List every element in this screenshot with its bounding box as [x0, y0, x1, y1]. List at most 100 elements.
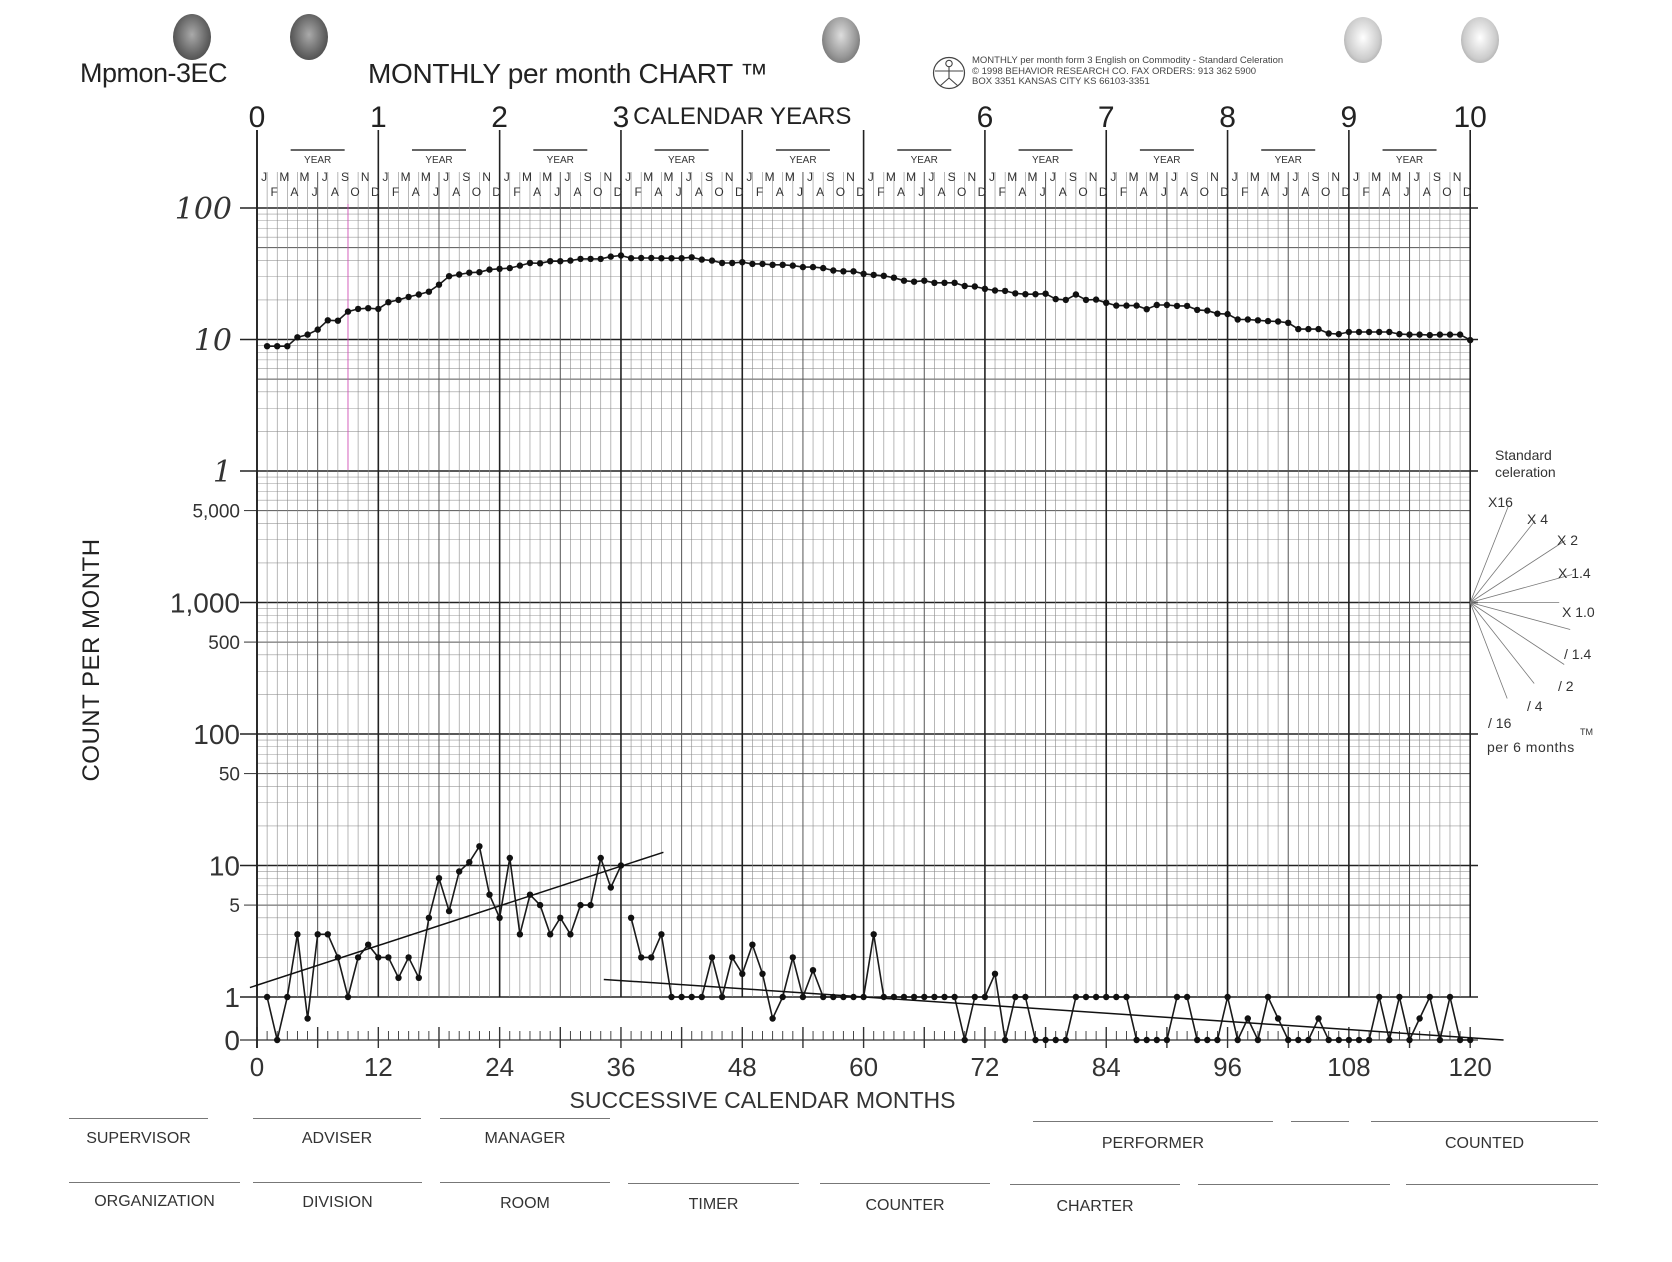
data-point [1103, 993, 1110, 1001]
footer-field-line[interactable] [1033, 1121, 1273, 1122]
month-letter: M [1027, 170, 1037, 184]
data-point [931, 993, 938, 1001]
data-point [708, 257, 716, 264]
month-letter: A [776, 185, 784, 199]
data-point [1436, 331, 1444, 338]
data-point [587, 255, 594, 263]
data-point [749, 941, 756, 948]
x-tick-label: 48 [728, 1052, 757, 1082]
celeration-title: celeration [1495, 464, 1556, 480]
data-point [991, 287, 999, 294]
data-point [830, 267, 837, 274]
data-point [951, 993, 958, 1001]
month-letter: N [1453, 170, 1462, 184]
data-point [1325, 1036, 1332, 1044]
footer-field-line[interactable] [628, 1183, 799, 1184]
month-letter: J [1404, 185, 1410, 199]
data-point [365, 941, 372, 948]
data-point [820, 264, 827, 272]
month-letter: M [542, 170, 552, 184]
footer-field-line[interactable] [253, 1118, 421, 1119]
data-point [627, 914, 635, 921]
footer-field-line[interactable] [69, 1182, 240, 1183]
month-letter: M [1007, 170, 1017, 184]
footer-field-line[interactable] [1198, 1184, 1390, 1185]
year-header-label: YEAR [1153, 155, 1180, 166]
y-tick-label: 0 [224, 1025, 240, 1056]
data-point [900, 993, 908, 1001]
celeration-fan-line [1469, 602, 1535, 684]
data-point [921, 277, 928, 284]
month-letter: S [826, 170, 834, 184]
footer-field-line[interactable] [69, 1118, 208, 1119]
month-letter: S [584, 170, 592, 184]
data-point [931, 279, 938, 286]
publisher-logo-block: MONTHLY per month form 3 English on Comm… [932, 55, 1283, 90]
data-point [1305, 1036, 1312, 1044]
data-point [334, 317, 342, 324]
data-point [1062, 1036, 1070, 1044]
footer-field-line[interactable] [440, 1118, 610, 1119]
month-letter: J [928, 170, 934, 184]
data-point [658, 931, 665, 938]
month-letter: O [1200, 185, 1209, 199]
month-letter: J [1414, 170, 1420, 184]
x-tick-label: 0 [250, 1052, 264, 1082]
data-point [1224, 310, 1231, 318]
data-point [1285, 319, 1292, 326]
footer-field-line[interactable] [820, 1183, 990, 1184]
footer-field-line[interactable] [1010, 1184, 1180, 1185]
footer-field-line[interactable] [440, 1182, 610, 1183]
data-point [1022, 993, 1029, 1001]
data-point [425, 288, 433, 295]
month-letter: M [664, 170, 674, 184]
data-point [1153, 1036, 1161, 1044]
month-letter: J [807, 170, 813, 184]
month-letter: F [998, 185, 1005, 199]
month-letter: A [1180, 185, 1188, 199]
footer-field-line[interactable] [1291, 1121, 1349, 1122]
data-point [880, 272, 887, 279]
data-point [729, 954, 736, 961]
y-tick-label-handwritten: 10 [194, 323, 232, 358]
data-point [910, 278, 918, 285]
month-letter: O [1078, 185, 1087, 199]
data-point [385, 954, 392, 961]
y-tick-label: 50 [219, 764, 240, 785]
footer-field-line[interactable] [253, 1182, 422, 1183]
x-tick-label: 36 [606, 1052, 635, 1082]
year-header-label: YEAR [304, 155, 331, 166]
data-point [769, 1015, 776, 1022]
month-letter: A [816, 185, 824, 199]
data-point [769, 261, 776, 268]
data-point [466, 859, 473, 866]
data-point [951, 279, 958, 286]
data-point [1012, 993, 1019, 1001]
celeration-fan-line [1469, 506, 1509, 603]
binder-hole [290, 14, 328, 60]
month-letter: A [1018, 185, 1026, 199]
month-letter: D [371, 185, 380, 199]
data-point [739, 970, 746, 977]
celeration-fan-line [1469, 602, 1565, 665]
month-letter: A [1382, 185, 1390, 199]
data-point [991, 970, 999, 977]
x-tick-label: 108 [1327, 1052, 1370, 1082]
data-point [577, 901, 584, 909]
data-point [344, 993, 352, 1001]
month-letter: A [412, 185, 420, 199]
data-point [567, 931, 574, 938]
year-tick-label: 9 [1341, 101, 1358, 134]
data-point [1244, 316, 1252, 323]
year-header-label: YEAR [911, 155, 938, 166]
data-point [284, 343, 291, 350]
binder-hole [173, 14, 211, 60]
data-point [1345, 328, 1353, 336]
data-point [698, 993, 705, 1001]
footer-field-line[interactable] [1406, 1184, 1598, 1185]
month-letter: J [868, 170, 874, 184]
celeration-title: Standard [1495, 447, 1552, 463]
logo-line: © 1998 BEHAVIOR RESEARCH CO. FAX ORDERS:… [972, 65, 1257, 77]
footer-field-line[interactable] [1371, 1121, 1598, 1122]
data-point [1062, 296, 1070, 304]
